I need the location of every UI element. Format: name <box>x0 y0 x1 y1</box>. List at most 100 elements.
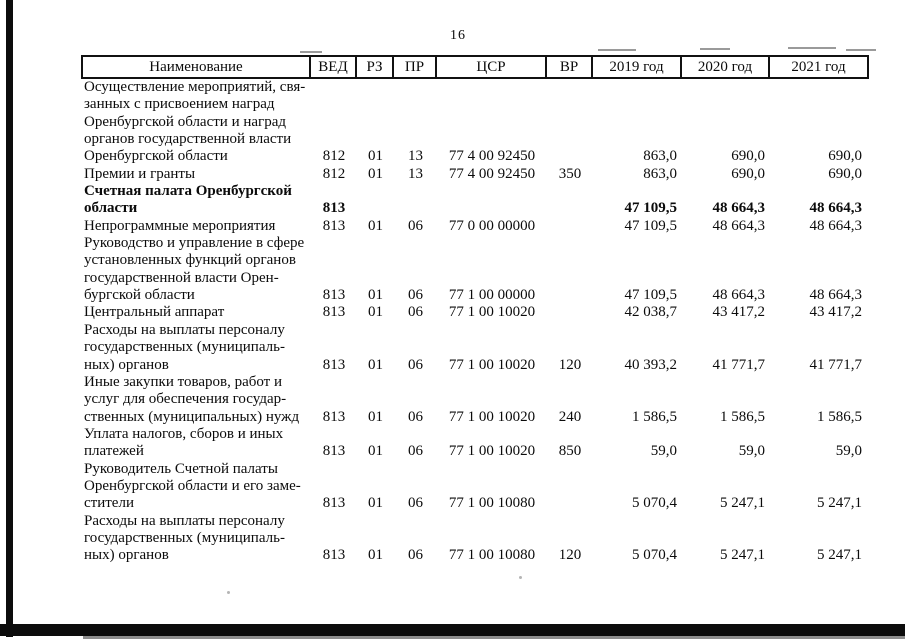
cell-name: Осуществление мероприятий, свя- <box>84 79 306 95</box>
cell-vr <box>547 322 593 339</box>
cell-2021: 59,0 <box>835 443 862 460</box>
cell-2021: 690,0 <box>828 148 862 165</box>
cell-csr <box>437 114 547 131</box>
cell-rz <box>357 79 394 96</box>
cell-2019 <box>593 131 682 148</box>
cell-ved <box>311 478 357 495</box>
cell-2021 <box>770 391 867 408</box>
cell-csr: 77 4 00 92450 <box>448 148 536 165</box>
cell-csr <box>437 513 547 530</box>
scan-edge-bottom-line <box>83 636 905 639</box>
table-row: Иные закупки товаров, работ и <box>83 374 883 391</box>
cell-ved <box>311 96 357 113</box>
cell-name: Центральный аппарат <box>84 304 225 321</box>
cell-rz: 01 <box>368 287 383 304</box>
cell-name: занных с присвоением наград <box>84 96 275 113</box>
table-row: Руководство и управление в сфере <box>83 235 883 252</box>
scan-artifact <box>519 576 522 579</box>
cell-2020 <box>682 339 770 356</box>
table-row: занных с присвоением наград <box>83 96 883 113</box>
header-pr: ПР <box>394 57 437 77</box>
cell-2020: 48 664,3 <box>712 287 766 304</box>
cell-2021: 43 417,2 <box>809 304 863 321</box>
header-csr: ЦСР <box>437 57 547 77</box>
cell-ved: 812 <box>322 148 346 165</box>
cell-2021: 5 247,1 <box>817 495 862 512</box>
cell-name: Уплата налогов, сборов и иных <box>84 425 284 442</box>
cell-rz: 01 <box>368 165 383 182</box>
cell-2019 <box>593 513 682 530</box>
cell-ved <box>311 426 357 443</box>
cell-rz <box>357 391 394 408</box>
cell-2019 <box>593 79 682 96</box>
cell-pr <box>394 235 437 252</box>
cell-name: ных) органов <box>84 547 169 564</box>
cell-ved: 813 <box>322 217 346 234</box>
cell-rz <box>357 530 394 547</box>
cell-ved <box>311 79 357 96</box>
cell-vr <box>547 79 593 96</box>
cell-rz: 01 <box>368 217 383 234</box>
cell-name: Иные закупки товаров, работ и <box>84 373 283 390</box>
table-row: ных) органов 813 01 06 77 1 00 10080 120 5 070… <box>83 547 883 564</box>
cell-ved <box>311 114 357 131</box>
cell-name: Расходы на выплаты персоналу <box>84 321 285 338</box>
cell-2019 <box>593 391 682 408</box>
table-row: платежей 813 01 06 77 1 00 10020 850 59,0 59,0 5… <box>83 443 883 460</box>
cell-2020 <box>682 183 770 200</box>
cell-2020 <box>682 252 770 269</box>
cell-2021 <box>770 79 867 96</box>
cell-2020: 690,0 <box>731 148 765 165</box>
cell-2021 <box>770 131 867 148</box>
cell-pr <box>394 114 437 131</box>
cell-2020 <box>682 114 770 131</box>
cell-2019: 5 070,4 <box>632 495 677 512</box>
cell-csr: 77 4 00 92450 <box>448 165 536 182</box>
cell-ved <box>311 339 357 356</box>
cell-pr: 06 <box>408 304 423 321</box>
cell-2019 <box>593 183 682 200</box>
cell-name: Непрограммные мероприятия <box>84 217 276 234</box>
cell-2021 <box>770 114 867 131</box>
table-row: Осуществление мероприятий, свя- <box>83 79 883 96</box>
cell-2020 <box>682 426 770 443</box>
scan-artifact <box>846 49 876 51</box>
cell-name: установленных функций органов <box>84 252 296 269</box>
cell-csr: 77 0 00 00000 <box>448 217 536 234</box>
cell-vr: 240 <box>558 408 582 425</box>
cell-2021 <box>770 513 867 530</box>
cell-2020: 48 664,3 <box>712 217 766 234</box>
cell-rz <box>357 200 394 217</box>
cell-rz <box>357 322 394 339</box>
cell-csr: 77 1 00 10080 <box>448 495 536 512</box>
cell-ved <box>311 270 357 287</box>
cell-name: Расходы на выплаты персоналу <box>84 512 285 529</box>
cell-rz <box>357 96 394 113</box>
cell-csr: 77 1 00 10020 <box>448 443 536 460</box>
cell-2020 <box>682 513 770 530</box>
scan-artifact <box>300 51 322 53</box>
cell-2020: 5 247,1 <box>720 495 765 512</box>
header-2019: 2019 год <box>593 57 682 77</box>
cell-2021: 690,0 <box>828 165 862 182</box>
cell-pr <box>394 513 437 530</box>
cell-2020 <box>682 461 770 478</box>
cell-ved <box>311 183 357 200</box>
table-row: Уплата налогов, сборов и иных <box>83 426 883 443</box>
cell-pr <box>394 322 437 339</box>
cell-rz <box>357 270 394 287</box>
header-rz: РЗ <box>357 57 394 77</box>
cell-2019 <box>593 478 682 495</box>
cell-2021 <box>770 530 867 547</box>
cell-rz <box>357 513 394 530</box>
cell-rz: 01 <box>368 443 383 460</box>
table-row: Оренбургской области и его заме- <box>83 478 883 495</box>
cell-vr <box>547 200 593 217</box>
cell-vr <box>547 461 593 478</box>
cell-csr <box>437 426 547 443</box>
cell-ved: 813 <box>322 200 346 217</box>
scan-edge-left-bar <box>6 0 13 637</box>
cell-csr <box>437 270 547 287</box>
cell-pr <box>394 391 437 408</box>
cell-pr <box>394 530 437 547</box>
